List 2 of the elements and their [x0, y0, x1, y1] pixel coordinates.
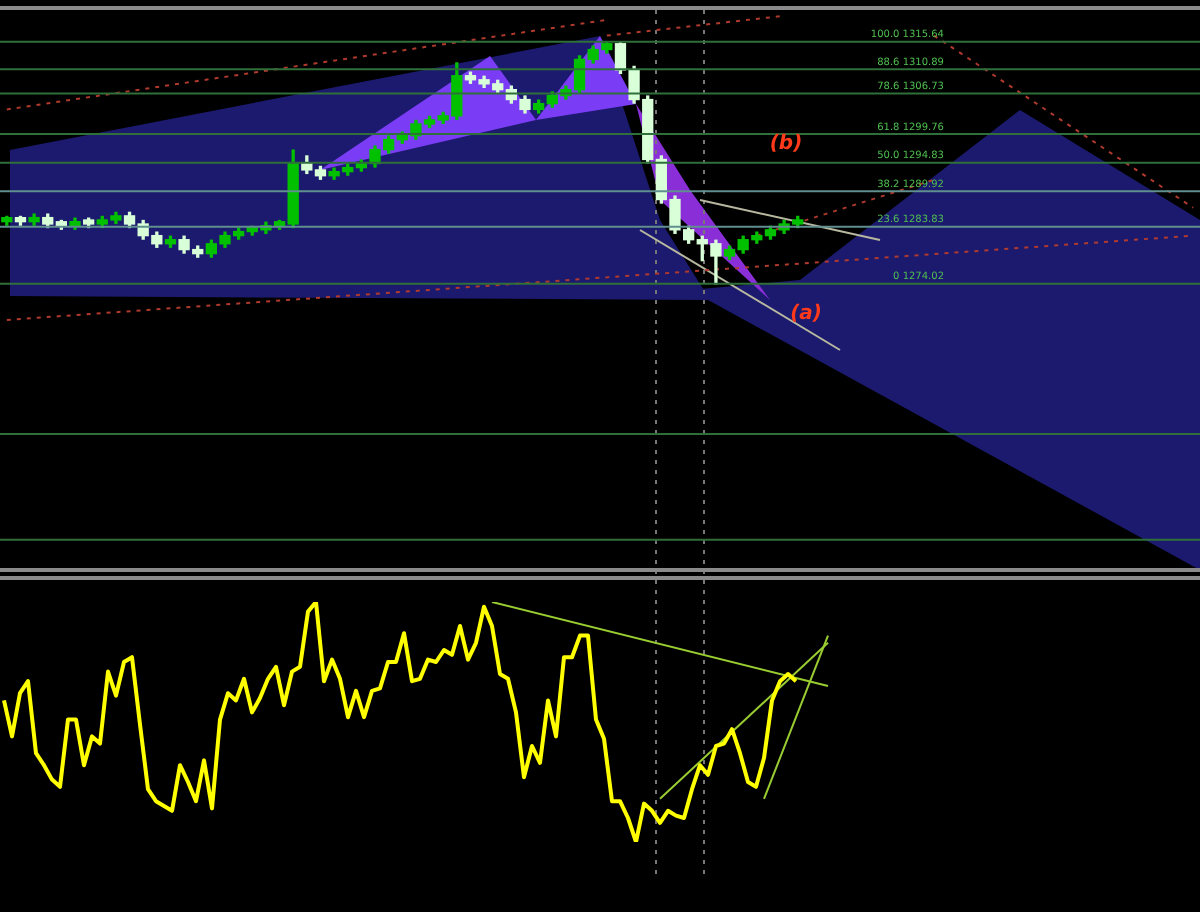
annotation: (a): [790, 303, 822, 326]
annotation: (b): [769, 133, 803, 156]
